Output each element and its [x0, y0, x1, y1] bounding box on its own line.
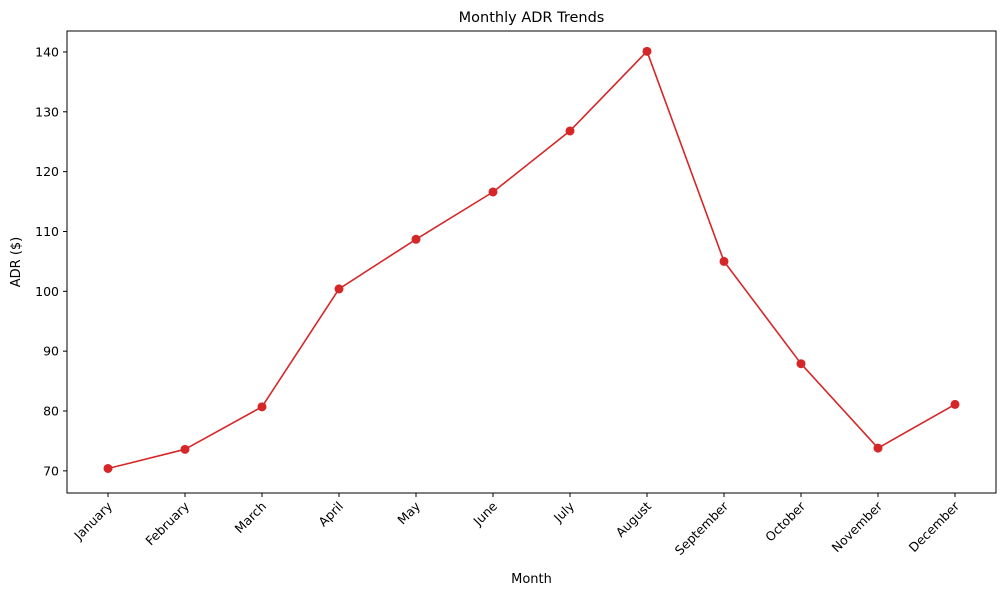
data-point [334, 284, 344, 294]
y-tick-label: 80 [43, 404, 59, 419]
series-line [107, 50, 956, 470]
y-tick-label: 130 [35, 104, 59, 119]
data-point [488, 187, 498, 197]
data-point [103, 463, 113, 473]
data-point [257, 402, 267, 412]
x-axis-label: Month [511, 572, 552, 587]
x-tick-label: November [829, 498, 886, 555]
x-tick-label: December [906, 498, 963, 555]
x-tick-label: October [762, 498, 809, 545]
series-group [103, 46, 960, 473]
x-tick-label: July [550, 498, 578, 526]
data-point [719, 256, 729, 266]
y-tick-label: 70 [43, 463, 59, 478]
data-point [180, 444, 190, 454]
y-axis: 70 80 90 100 110 120 130 140 [35, 44, 67, 478]
data-point [642, 46, 652, 56]
chart-title: Monthly ADR Trends [459, 10, 605, 26]
y-tick-label: 100 [35, 284, 59, 299]
data-point [950, 399, 960, 409]
y-axis-label: ADR ($) [9, 237, 24, 287]
x-tick-label: April [315, 499, 346, 530]
x-tick-label: August [613, 498, 655, 540]
x-tick-label: January [70, 498, 115, 543]
data-point [411, 234, 421, 244]
y-tick-label: 110 [35, 224, 59, 239]
data-point [796, 359, 806, 369]
data-point [565, 126, 575, 136]
x-tick-label: September [672, 498, 732, 558]
plot-area [67, 31, 996, 493]
x-tick-label: May [394, 498, 423, 527]
x-axis: January February March April May June July Augu… [70, 493, 963, 558]
x-tick-label: June [470, 498, 501, 529]
y-tick-label: 140 [35, 44, 59, 59]
plot-frame [66, 30, 997, 494]
y-tick-label: 90 [43, 344, 59, 359]
x-tick-label: February [142, 498, 192, 548]
y-tick-label: 120 [35, 164, 59, 179]
data-point [873, 443, 883, 453]
x-tick-label: March [232, 499, 270, 537]
